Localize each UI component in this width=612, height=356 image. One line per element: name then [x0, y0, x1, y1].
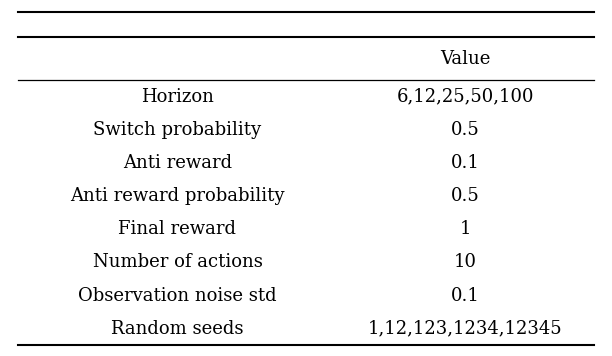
Text: 0.1: 0.1: [450, 154, 480, 172]
Text: Number of actions: Number of actions: [92, 253, 263, 271]
Text: 6,12,25,50,100: 6,12,25,50,100: [397, 88, 534, 106]
Text: Anti reward: Anti reward: [123, 154, 232, 172]
Text: Value: Value: [440, 50, 490, 68]
Text: Final reward: Final reward: [119, 220, 236, 238]
Text: Random seeds: Random seeds: [111, 320, 244, 338]
Text: 0.5: 0.5: [451, 187, 479, 205]
Text: Horizon: Horizon: [141, 88, 214, 106]
Text: 10: 10: [453, 253, 477, 271]
Text: 1: 1: [460, 220, 471, 238]
Text: Observation noise std: Observation noise std: [78, 287, 277, 305]
Text: 1,12,123,1234,12345: 1,12,123,1234,12345: [368, 320, 562, 338]
Text: Anti reward probability: Anti reward probability: [70, 187, 285, 205]
Text: 0.5: 0.5: [451, 121, 479, 139]
Text: 0.1: 0.1: [450, 287, 480, 305]
Text: Switch probability: Switch probability: [94, 121, 261, 139]
